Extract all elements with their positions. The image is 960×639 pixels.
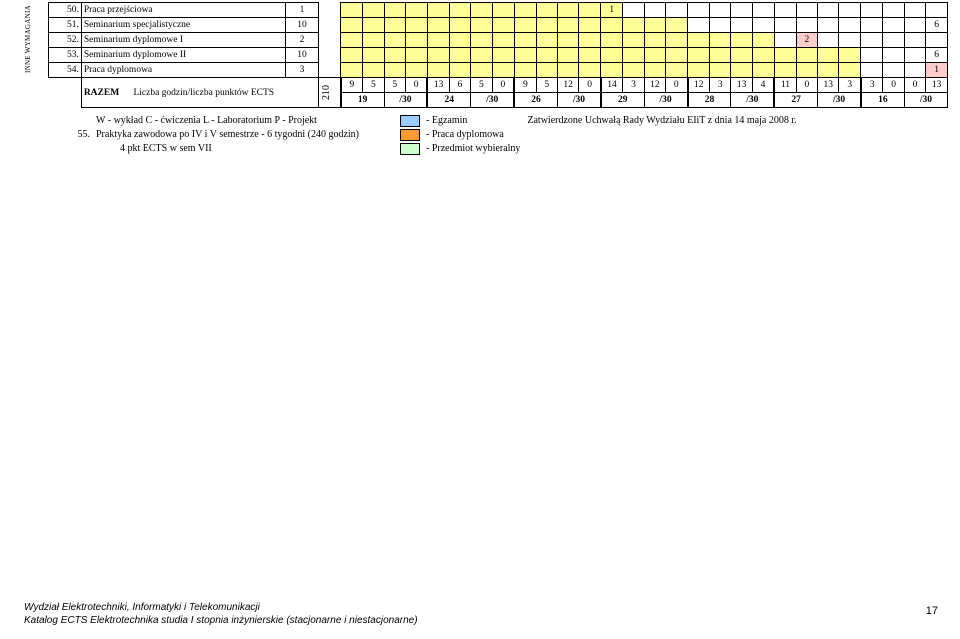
table-row: 50.Praca przejściowa11 xyxy=(49,3,948,18)
legend-line: - Praca dyplomowa xyxy=(400,128,797,142)
razem-sub: Liczba godzin/liczba punktów ECTS xyxy=(133,88,274,98)
legend-line: 4 pkt ECTS w sem VII xyxy=(68,142,359,156)
section-label: INNE WYMAGANIA xyxy=(24,5,32,73)
table-row: 53.Seminarium dyplomowe II106 xyxy=(49,48,948,63)
page-number: 17 xyxy=(926,605,938,617)
blue-swatch xyxy=(400,115,420,127)
curriculum-table: 50.Praca przejściowa1151.Seminarium spec… xyxy=(48,2,948,108)
legend-right: - EgzaminZatwierdzone Uchwałą Rady Wydzi… xyxy=(400,114,797,156)
legend-line: - Przedmiot wybieralny xyxy=(400,142,797,156)
table-row: 51.Seminarium specjalistyczne106 xyxy=(49,18,948,33)
table-row: 52.Seminarium dyplomowe I22 xyxy=(49,33,948,48)
footer-line2: Katalog ECTS Elektrotechnika studia I st… xyxy=(24,614,418,627)
table-row: 54.Praca dyplomowa31 xyxy=(49,63,948,78)
footer-line1: Wydział Elektrotechniki, Informatyki i T… xyxy=(24,601,418,614)
legend-line: 55.Praktyka zawodowa po IV i V semestrze… xyxy=(68,128,359,142)
footer: Wydział Elektrotechniki, Informatyki i T… xyxy=(24,601,418,627)
razem-total: 210 xyxy=(321,85,332,100)
razem-label: RAZEM xyxy=(84,88,119,98)
green-swatch xyxy=(400,143,420,155)
table-row: RAZEM Liczba godzin/liczba punktów ECTS2… xyxy=(49,78,948,93)
legend-line: W - wykład C - ćwiczenia L - Laboratoriu… xyxy=(68,114,359,128)
orange-swatch xyxy=(400,129,420,141)
legend-line: - EgzaminZatwierdzone Uchwałą Rady Wydzi… xyxy=(400,114,797,128)
legend-left: W - wykład C - ćwiczenia L - Laboratoriu… xyxy=(68,114,359,156)
